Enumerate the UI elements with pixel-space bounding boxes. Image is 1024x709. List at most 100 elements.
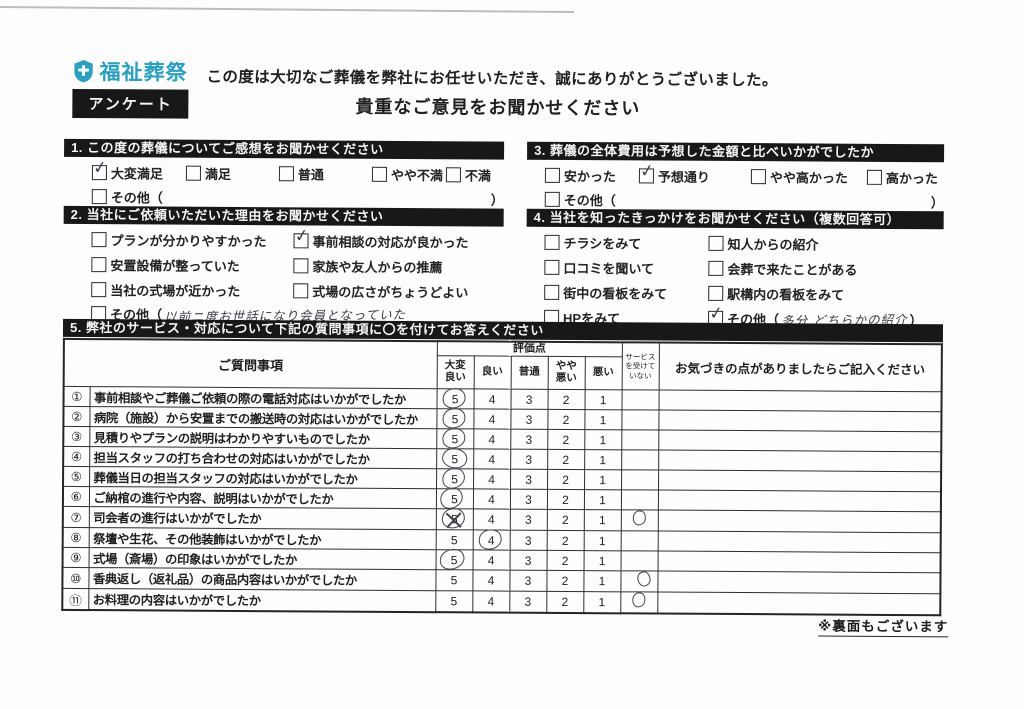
score-number: 2 [562,492,569,507]
survey-option: 安かった [544,167,639,185]
score-cell: 2 [547,409,585,430]
score-number-wrap: 5 [449,533,460,547]
q1-options: ✓ 大変満足 満足 普通 やや不満 不満 [92,157,504,184]
checkbox [445,167,461,183]
q4-options: チラシをみて 知人からの紹介 口コミを聞いて 会葬で来たことがある 街中の看板をみて 駅構… [544,234,944,328]
checkbox: ✓ [92,157,108,181]
score-number: 1 [599,492,606,507]
comment-cell [658,410,942,432]
score-header: 大変 良い [436,355,474,389]
score-cell: 4 [473,408,511,430]
score-number-wrap: 1 [597,473,608,487]
survey-option: やや不満 [371,166,446,183]
score-number: 2 [561,533,569,548]
survey-tab-label: アンケート [72,88,189,119]
score-number: 5 [450,594,458,609]
checkbox [544,191,560,207]
score-number-wrap: 3 [523,513,534,527]
score-cell: 1 [584,449,622,470]
score-number: 2 [561,512,569,527]
score-number-wrap: 2 [560,452,571,466]
score-cell: 1 [583,509,621,531]
row-number: ① [63,386,90,407]
score-number: 1 [599,472,606,487]
checkbox [708,285,724,301]
score-cell: 1 [584,409,622,430]
score-number-wrap: 4 [477,527,504,551]
score-number-wrap: 1 [598,413,609,427]
checkbox [91,232,107,248]
score-number: 2 [561,573,569,588]
section-q4-title: 4. 当社を知ったきっかけをお聞かせください（複数回答可） [526,208,944,230]
score-cell: 4 [473,428,511,450]
section-q1-title: 1. この度の葬儀についてご感想をお聞かせください [64,138,505,160]
score-cell: 3 [510,409,548,430]
score-cell: 4 [473,468,511,490]
survey-option: プランが分かりやすかった [91,231,293,249]
score-cell: 4 [472,508,510,531]
checkbox [278,166,294,182]
comment-cell [658,450,942,472]
row-number: ⑤ [63,466,90,487]
row-number: ③ [63,426,90,447]
checkbox [708,260,724,276]
question-cell: 葬儀当日の担当スタッフの対応はいかがでしたか [89,466,437,489]
score-cell: 2 [547,389,585,410]
score-number-wrap: 5 [441,426,467,450]
survey-option: 口コミを聞いて [544,259,708,277]
score-number-wrap: 2 [561,412,572,426]
score-number-wrap: 2 [560,432,571,446]
table-row: ⑪ お料理の内容はいかがでしたか 5 4 3 2 1 [62,588,941,616]
checkbox [544,259,560,275]
row-number: ⑦ [62,506,89,528]
score-cell: 4 [472,590,510,613]
score-number-wrap: 3 [523,452,534,466]
score-cell: 2 [546,489,585,510]
score-number: 3 [524,512,532,527]
row-number: ⑩ [62,567,89,589]
score-number-wrap: 2 [560,492,571,506]
survey-option: ✓ 予想通り [639,161,751,185]
section-q2: 2. 当社にご依頼いただいた理由をお聞かせください プランが分かりやすかった ✓ 事… [63,205,504,325]
score-number: 2 [562,472,569,487]
checkmark-icon: ✓ [91,157,109,178]
score-number-wrap: 2 [559,595,570,609]
score-number-wrap: 3 [523,492,534,506]
score-header: やや 悪い [547,356,585,390]
score-cell: 3 [510,469,548,490]
score-cell: 4 [472,527,510,551]
brand-logo: 福祉葬祭 [72,56,188,87]
survey-option: 街中の看板をみて [544,284,708,302]
checkbox [293,283,309,299]
score-cell: 5 [436,386,474,410]
survey-option: 満足 [185,165,279,183]
question-cell: 見積りやプランの説明はわかりやすいものでしたか [89,426,437,449]
survey-option: ✓ 事前相談の対応が良かった [293,225,503,251]
close-paren: ） [490,192,504,208]
question-cell: 司会者の進行はいかがでしたか [88,506,436,530]
score-number: 2 [561,594,569,609]
score-number: 3 [524,594,532,609]
score-number: 2 [562,412,570,427]
comment-cell [658,390,942,412]
checkbox [544,234,560,250]
score-cell: 5 [436,445,474,471]
q1-other-row: その他（ ） [91,188,504,208]
checkbox: ✓ [639,161,655,184]
score-number-wrap: 5 [437,484,467,512]
service-cell [620,489,659,511]
score-cell: 2 [547,429,585,450]
option-label: 知人からの紹介 [727,236,819,253]
service-circle-mark [631,509,648,527]
survey-option: ✓ 大変満足 [92,157,186,182]
score-number: 4 [487,512,495,527]
score-number: 5 [450,573,458,588]
survey-option: 知人からの紹介 [708,235,943,253]
row-number: ⑨ [62,547,89,568]
question-column-header: ご質問事項 [63,338,437,389]
option-label: 事前相談の対応が良かった [312,234,469,251]
score-cell: 3 [509,550,547,571]
checkbox [750,169,766,185]
score-number-wrap: 1 [597,554,608,568]
